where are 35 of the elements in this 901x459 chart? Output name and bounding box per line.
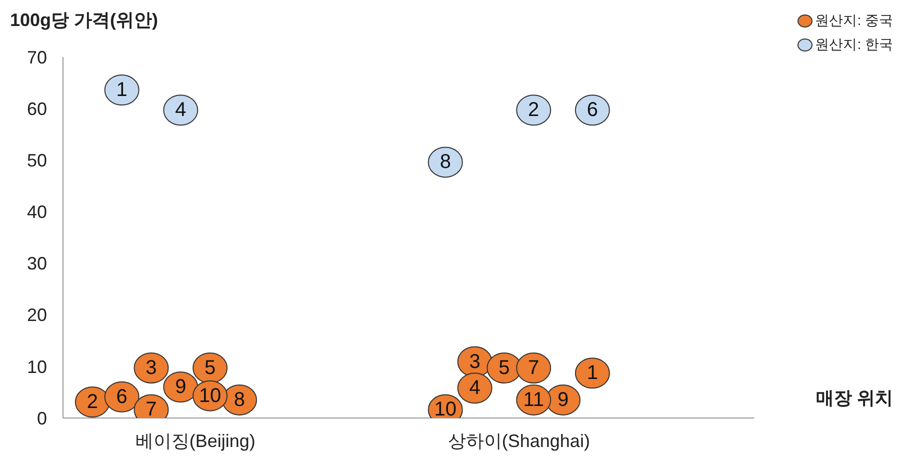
annotation: 7 — [146, 398, 157, 421]
annotation: 9 — [175, 376, 186, 398]
annotation: 4 — [175, 99, 186, 122]
annotation: 10 — [198, 384, 222, 407]
annotation: 4 — [469, 377, 480, 400]
x-axis-title: 매장 위치 — [816, 387, 893, 410]
y-tick-label: 60 — [26, 98, 47, 119]
annotation: 10 — [434, 398, 456, 421]
annotation: 1 — [116, 79, 128, 102]
annotation: 7 — [528, 356, 540, 379]
y-tick-label: 50 — [26, 150, 47, 171]
x-tick-label: 상하이(Shanghai) — [448, 430, 590, 451]
annotation: 2 — [86, 391, 98, 414]
y-tick-label: 0 — [36, 408, 47, 428]
y-tick-label: 10 — [26, 356, 47, 377]
annotation: 9 — [557, 388, 569, 411]
annotation: 2 — [528, 99, 540, 122]
annotation: 5 — [498, 356, 510, 379]
annotation: 6 — [116, 386, 128, 408]
annotation: 5 — [204, 356, 216, 379]
annotation: 3 — [469, 350, 480, 373]
annotation: 6 — [586, 99, 598, 122]
y-tick-label: 30 — [26, 254, 47, 274]
y-axis-title: 100g당 가격(위안) — [10, 9, 158, 32]
legend-label: 원산지: 한국 — [815, 36, 893, 54]
annotation: 3 — [146, 356, 157, 379]
annotation: 8 — [234, 388, 246, 411]
y-tick-label: 70 — [26, 47, 47, 68]
y-tick-label: 20 — [26, 305, 47, 326]
legend-label: 원산지: 중국 — [815, 12, 893, 30]
annotation: 1 — [586, 362, 598, 384]
x-tick-label: 베이징(Beijing) — [135, 430, 256, 451]
y-tick-label: 40 — [26, 202, 47, 222]
annotation: 8 — [440, 151, 451, 174]
annotation: 11 — [523, 388, 544, 411]
